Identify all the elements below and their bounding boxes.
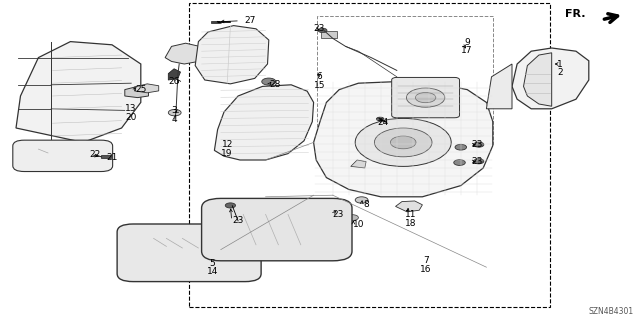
Circle shape — [355, 197, 368, 203]
Text: 23: 23 — [471, 157, 483, 166]
Polygon shape — [314, 82, 493, 197]
Text: 7: 7 — [423, 256, 428, 265]
Text: 6: 6 — [317, 72, 322, 81]
Polygon shape — [134, 84, 159, 93]
FancyBboxPatch shape — [117, 224, 261, 282]
Polygon shape — [524, 53, 552, 106]
Polygon shape — [195, 26, 269, 84]
Text: 23: 23 — [471, 140, 483, 149]
Text: 4: 4 — [172, 115, 177, 124]
FancyBboxPatch shape — [392, 77, 460, 118]
Text: SZN4B4301: SZN4B4301 — [588, 308, 634, 316]
Polygon shape — [396, 201, 422, 212]
Text: 23: 23 — [332, 210, 344, 219]
Circle shape — [474, 159, 484, 164]
Text: 2: 2 — [557, 68, 563, 77]
Polygon shape — [168, 69, 180, 80]
Text: 18: 18 — [405, 219, 417, 228]
Circle shape — [474, 142, 484, 147]
Polygon shape — [214, 85, 314, 160]
Text: 22: 22 — [89, 150, 100, 159]
Circle shape — [406, 88, 445, 107]
Text: 19: 19 — [221, 149, 233, 158]
Polygon shape — [512, 48, 589, 109]
Text: 15: 15 — [314, 81, 325, 90]
Text: 25: 25 — [135, 85, 147, 94]
Bar — [211, 21, 219, 23]
Bar — [189, 3, 550, 307]
Bar — [317, 16, 493, 144]
Polygon shape — [165, 43, 205, 64]
Text: 16: 16 — [420, 265, 431, 274]
Text: 26: 26 — [168, 77, 180, 86]
Circle shape — [225, 203, 236, 208]
Circle shape — [318, 28, 327, 33]
Bar — [101, 155, 111, 158]
Text: 23: 23 — [232, 216, 244, 225]
Text: 13: 13 — [125, 104, 137, 113]
Text: 21: 21 — [106, 153, 118, 162]
Polygon shape — [125, 86, 148, 98]
Circle shape — [262, 78, 276, 85]
Text: 9: 9 — [465, 38, 470, 47]
Text: 27: 27 — [244, 16, 255, 25]
Circle shape — [355, 118, 451, 166]
Text: FR.: FR. — [565, 9, 586, 20]
Text: 23: 23 — [314, 24, 325, 33]
Text: 12: 12 — [221, 140, 233, 149]
Polygon shape — [16, 42, 141, 142]
Text: 20: 20 — [125, 113, 137, 122]
Text: 17: 17 — [461, 46, 473, 55]
Circle shape — [415, 92, 436, 103]
Bar — [321, 31, 337, 38]
Circle shape — [455, 144, 467, 150]
FancyBboxPatch shape — [13, 140, 113, 172]
Polygon shape — [351, 160, 366, 168]
Circle shape — [168, 109, 181, 116]
Circle shape — [374, 128, 432, 157]
Circle shape — [454, 160, 465, 165]
Text: 1: 1 — [557, 60, 563, 68]
Circle shape — [376, 117, 384, 121]
Polygon shape — [486, 64, 512, 109]
FancyBboxPatch shape — [202, 198, 352, 261]
Text: 28: 28 — [269, 80, 281, 89]
Circle shape — [390, 136, 416, 149]
Text: 5: 5 — [210, 260, 215, 268]
Text: 11: 11 — [405, 210, 417, 219]
Text: 8: 8 — [364, 200, 369, 209]
Text: 14: 14 — [207, 268, 218, 276]
Text: 24: 24 — [377, 118, 388, 127]
Circle shape — [347, 215, 358, 220]
Text: 3: 3 — [172, 106, 177, 115]
Text: 10: 10 — [353, 220, 364, 229]
